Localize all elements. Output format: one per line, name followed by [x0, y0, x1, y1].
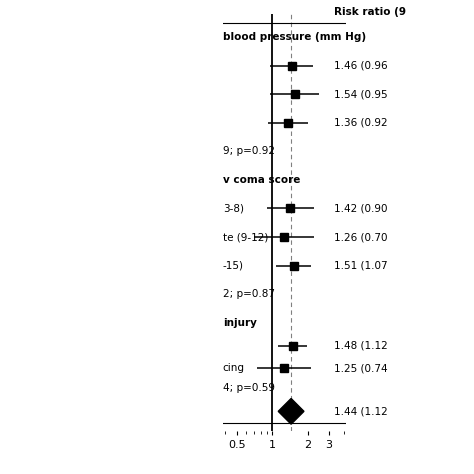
- Text: 1.48 (1.12: 1.48 (1.12: [334, 341, 387, 351]
- Text: 1.51 (1.07: 1.51 (1.07: [334, 261, 387, 271]
- Text: 2; p=0.87: 2; p=0.87: [223, 289, 275, 299]
- Text: 1.26 (0.70: 1.26 (0.70: [334, 232, 387, 242]
- Text: 1.54 (0.95: 1.54 (0.95: [334, 89, 387, 99]
- Text: cing: cing: [223, 364, 245, 374]
- Text: 9; p=0.92: 9; p=0.92: [223, 146, 275, 156]
- Text: Risk ratio (9: Risk ratio (9: [334, 7, 406, 17]
- Text: v coma score: v coma score: [223, 175, 300, 185]
- Text: te (9-12): te (9-12): [223, 232, 268, 242]
- Text: 1.46 (0.96: 1.46 (0.96: [334, 61, 387, 71]
- Text: injury: injury: [223, 318, 256, 328]
- Text: 1.25 (0.74: 1.25 (0.74: [334, 364, 387, 374]
- Text: 1.44 (1.12: 1.44 (1.12: [334, 406, 387, 416]
- Text: -15): -15): [223, 261, 244, 271]
- Polygon shape: [278, 399, 304, 424]
- Text: 1.36 (0.92: 1.36 (0.92: [334, 118, 387, 128]
- Text: 1.42 (0.90: 1.42 (0.90: [334, 203, 387, 213]
- Text: 4; p=0.59: 4; p=0.59: [223, 383, 275, 393]
- Text: 3-8): 3-8): [223, 203, 244, 213]
- Text: blood pressure (mm Hg): blood pressure (mm Hg): [223, 32, 366, 42]
